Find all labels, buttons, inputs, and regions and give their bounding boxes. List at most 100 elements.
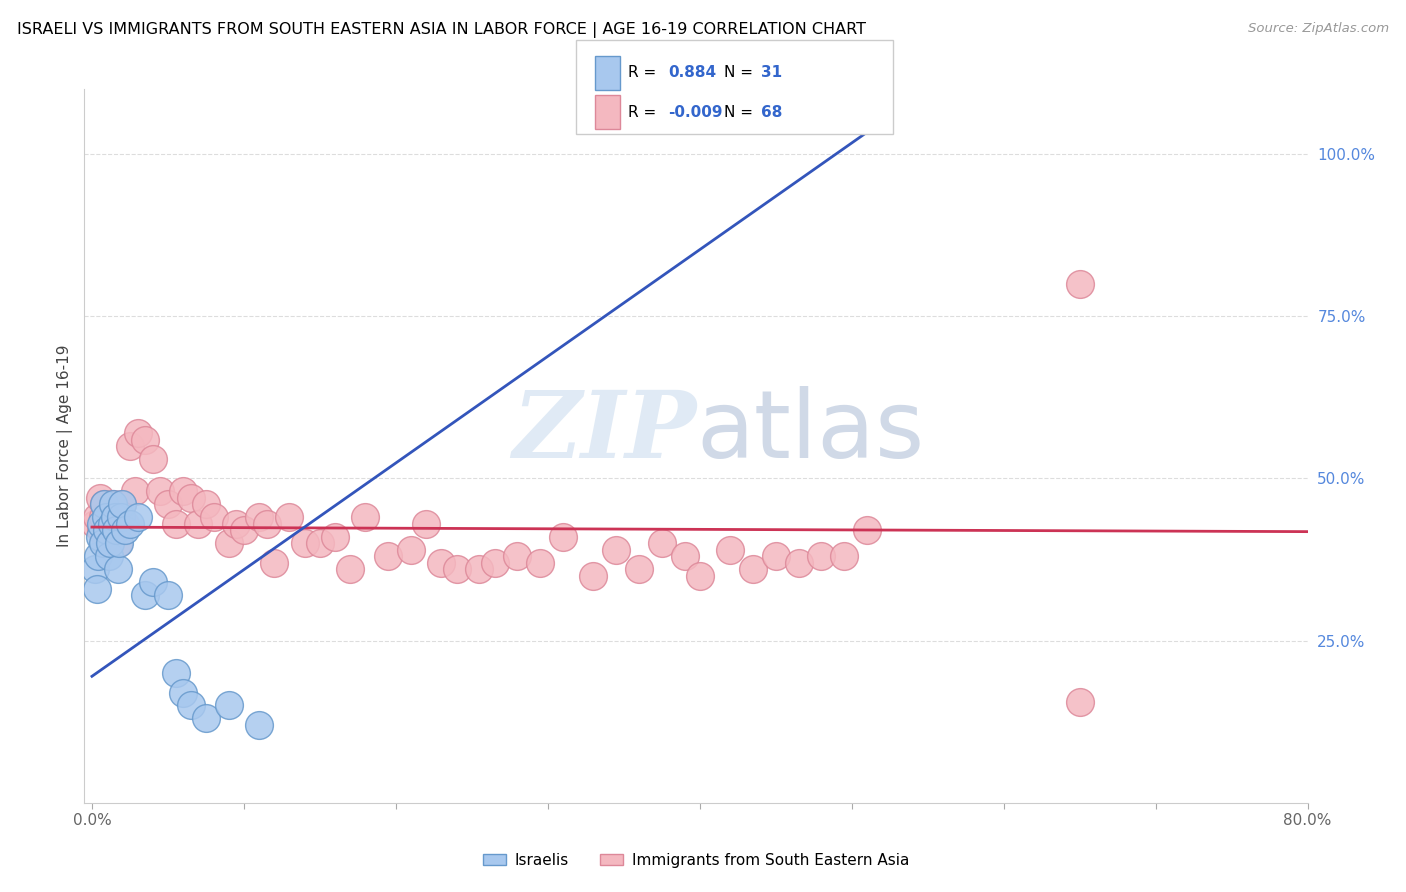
Point [605,542,627,557]
Point [91,536,114,550]
Point [551,530,574,544]
Point [86,510,108,524]
Point [377,549,399,564]
Point [180,698,202,713]
Point [399,542,422,557]
Point [89,491,111,505]
Point [111,497,134,511]
Point [104,510,127,524]
Point [94,510,117,524]
Point [127,510,149,524]
Point [278,510,301,524]
Point [93,497,115,511]
Point [484,556,506,570]
Point [100,516,122,531]
Point [103,497,125,511]
Point [787,556,810,570]
Point [194,497,217,511]
Point [90,524,112,538]
Point [180,491,202,505]
Point [430,556,453,570]
Point [856,524,879,538]
Point [149,484,172,499]
Point [97,549,120,564]
Point [105,516,128,531]
Point [218,698,240,713]
Point [114,516,136,531]
Point [256,516,278,531]
Point [105,524,128,538]
Point [91,510,114,524]
Point [86,582,108,596]
Point [529,556,551,570]
Point [134,588,156,602]
Point [339,562,361,576]
Point [84,516,107,531]
Point [142,452,165,467]
Point [108,510,131,524]
Legend: Israelis, Immigrants from South Eastern Asia: Israelis, Immigrants from South Eastern … [477,847,915,873]
Point [156,588,179,602]
Point [98,536,121,550]
Point [84,562,107,576]
Text: R =: R = [628,105,662,120]
Point [468,562,491,576]
Text: -0.009: -0.009 [668,105,723,120]
Point [103,497,125,511]
Point [90,516,112,531]
Point [582,568,605,582]
Point [247,510,270,524]
Point [134,433,156,447]
Point [718,542,741,557]
Point [187,516,209,531]
Point [225,516,247,531]
Text: Source: ZipAtlas.com: Source: ZipAtlas.com [1249,22,1389,36]
Point [110,510,132,524]
Point [124,484,146,499]
Point [89,530,111,544]
Text: 31: 31 [761,65,782,80]
Point [114,524,136,538]
Point [104,510,127,524]
Y-axis label: In Labor Force | Age 16-19: In Labor Force | Age 16-19 [58,344,73,548]
Point [156,497,179,511]
Point [165,666,187,681]
Point [263,556,285,570]
Point [142,575,165,590]
Point [1069,695,1091,709]
Point [354,510,377,524]
Point [93,497,115,511]
Point [689,568,711,582]
Point [1069,277,1091,291]
Text: N =: N = [724,65,758,80]
Point [118,439,141,453]
Point [415,516,437,531]
Point [98,510,121,524]
Point [127,425,149,440]
Point [446,562,468,576]
Point [111,497,134,511]
Point [742,562,765,576]
Point [247,718,270,732]
Point [627,562,650,576]
Point [832,549,855,564]
Point [165,516,187,531]
Text: ISRAELI VS IMMIGRANTS FROM SOUTH EASTERN ASIA IN LABOR FORCE | AGE 16-19 CORRELA: ISRAELI VS IMMIGRANTS FROM SOUTH EASTERN… [17,22,866,38]
Point [202,510,225,524]
Point [323,530,346,544]
Point [107,536,129,550]
Point [96,524,118,538]
Point [108,536,131,550]
Point [506,549,529,564]
Point [194,711,217,725]
Point [232,524,254,538]
Point [107,562,129,576]
Point [218,536,240,550]
Text: N =: N = [724,105,758,120]
Point [765,549,787,564]
Point [94,536,117,550]
Point [118,516,141,531]
Text: 68: 68 [761,105,782,120]
Point [172,685,194,699]
Point [172,484,194,499]
